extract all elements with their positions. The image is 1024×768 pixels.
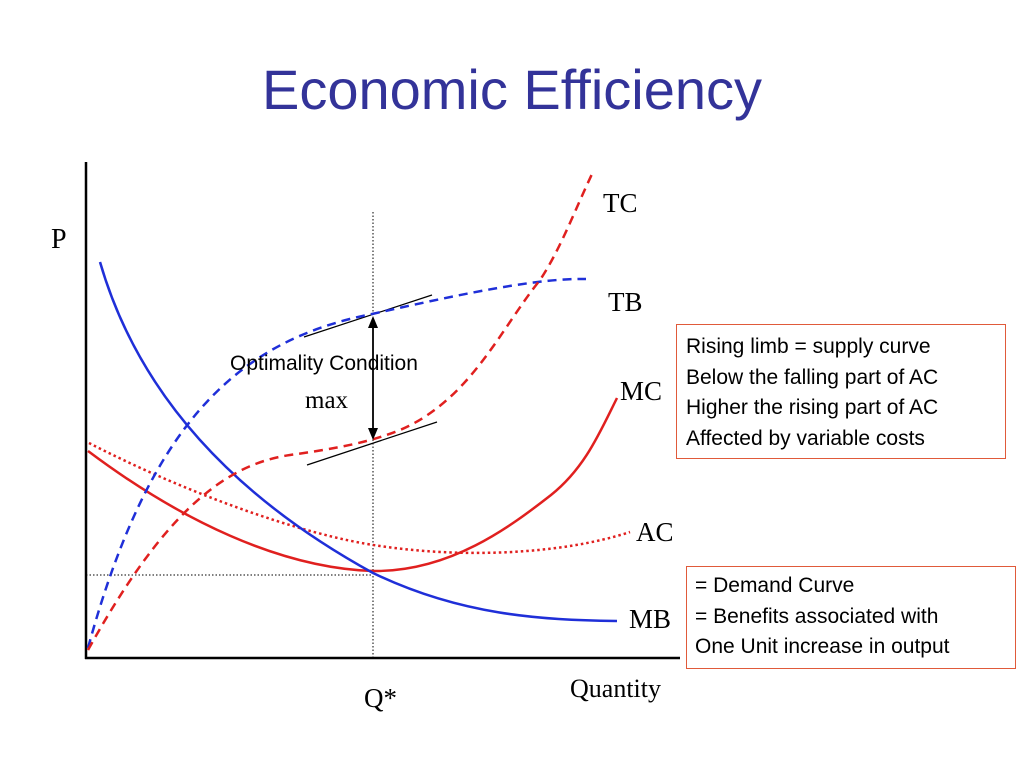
tc-label: TC xyxy=(603,188,638,218)
demand-note-box: = Demand Curve = Benefits associated wit… xyxy=(686,566,1016,669)
tb-tangent-line xyxy=(303,294,433,338)
slide-title: Economic Efficiency xyxy=(261,58,763,121)
tb-curve xyxy=(86,277,587,649)
y-axis-label: P xyxy=(51,224,67,255)
supply-note-line: Below the falling part of AC xyxy=(686,365,939,389)
mc-curve xyxy=(87,397,619,573)
supply-note-line: Rising limb = supply curve xyxy=(686,335,931,358)
max-label: max xyxy=(305,387,349,414)
mc-label: MC xyxy=(620,376,662,406)
arrow-head-down xyxy=(368,428,378,440)
mb-label: MB xyxy=(629,604,671,634)
supply-note-box: Rising limb = supply curve Below the fal… xyxy=(676,324,1006,459)
ac-label: AC xyxy=(636,517,674,547)
tb-label: TB xyxy=(608,287,643,317)
demand-note-line: One Unit increase in output xyxy=(695,635,950,658)
tc-tangent-line xyxy=(306,421,438,466)
q-star-label: Q* xyxy=(364,683,397,713)
arrow-head-up xyxy=(368,316,378,328)
supply-note-line: Higher the rising part of AC xyxy=(686,396,939,419)
supply-note-line: Affected by variable costs xyxy=(686,426,925,450)
ac-curve xyxy=(88,441,631,555)
x-axis-label: Quantity xyxy=(570,674,661,703)
demand-note-line: = Demand Curve xyxy=(695,574,855,597)
optimality-condition-label: Optimality Condition xyxy=(230,352,418,375)
mb-curve xyxy=(98,261,618,623)
tc-curve xyxy=(86,173,594,651)
demand-note-line: = Benefits associated with xyxy=(695,604,939,628)
